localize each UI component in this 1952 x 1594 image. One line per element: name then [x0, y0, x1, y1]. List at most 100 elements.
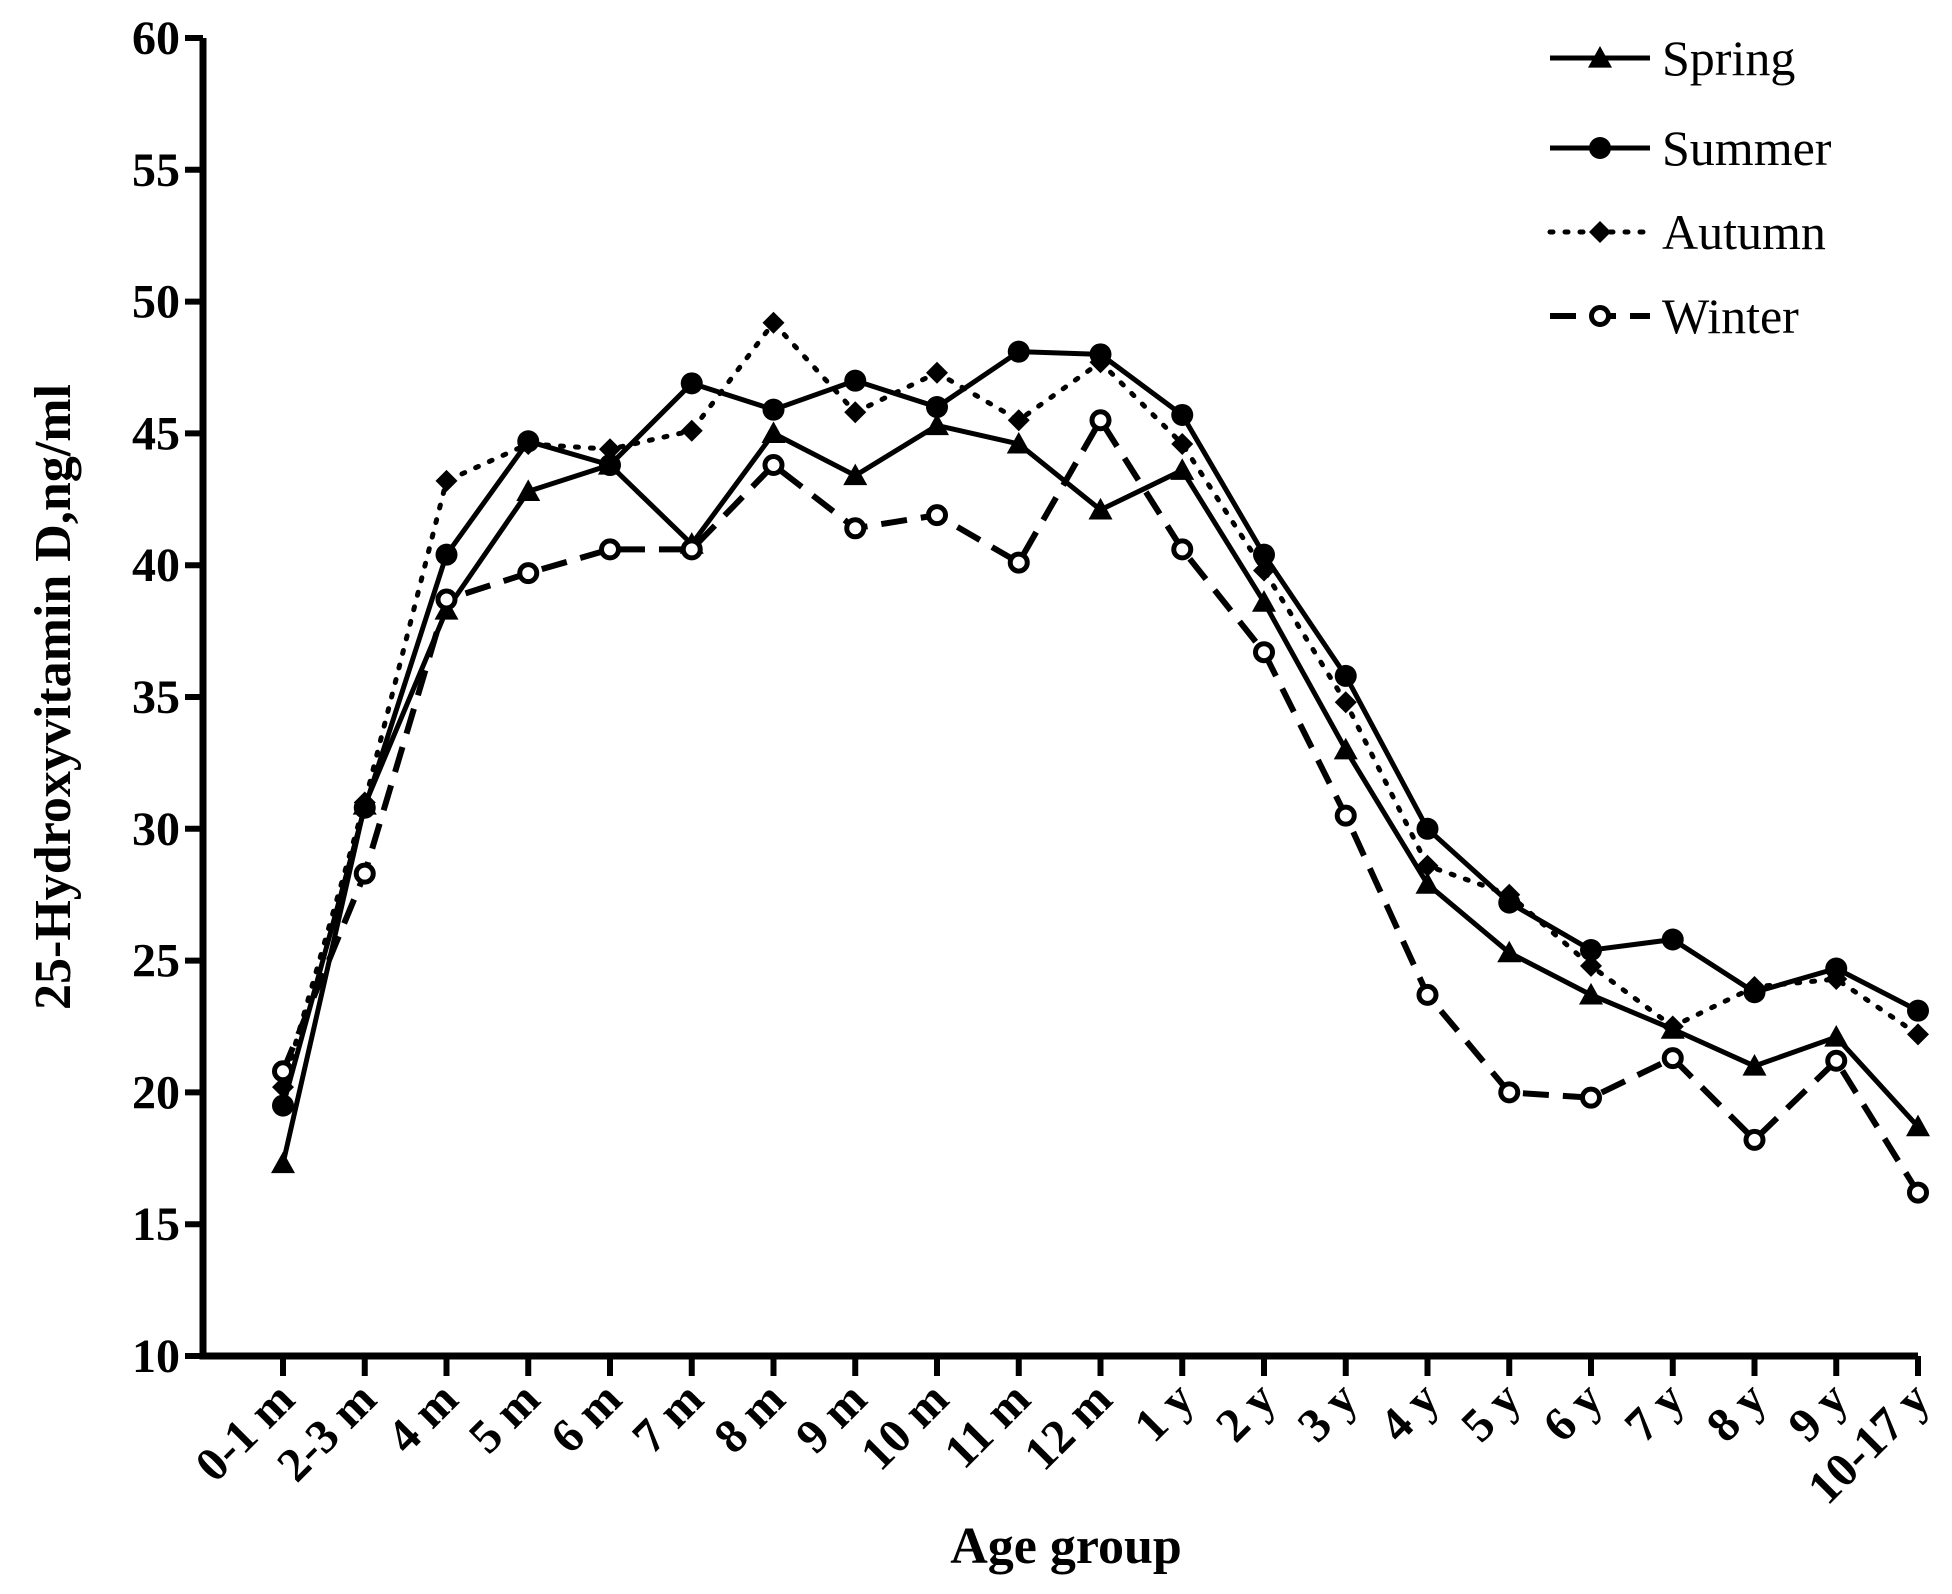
- data-point-summer: [435, 543, 458, 566]
- x-tick-label: 1 y: [1124, 1372, 1204, 1452]
- legend-item-summer: Summer: [1550, 120, 1832, 176]
- data-point-autumn: [1498, 883, 1521, 906]
- legend-item-spring: Spring: [1550, 30, 1795, 86]
- data-point-spring: [1742, 1054, 1767, 1076]
- x-tick-label: 3 y: [1288, 1372, 1368, 1452]
- data-point-spring: [1088, 497, 1113, 520]
- x-tick-label: 10 m: [851, 1372, 959, 1480]
- data-point-winter: [844, 517, 867, 540]
- y-tick-label: 20: [132, 1066, 180, 1119]
- data-point-autumn: [1171, 432, 1194, 455]
- data-point-autumn: [926, 361, 948, 384]
- series-summer: [272, 340, 1929, 1117]
- x-tick-label: 11 m: [934, 1372, 1040, 1478]
- y-tick-label: 35: [132, 671, 180, 724]
- legend-item-autumn: Autumn: [1547, 204, 1826, 260]
- series-layer: [271, 311, 1930, 1204]
- legend-label: Autumn: [1662, 204, 1826, 260]
- data-point-spring: [1415, 872, 1440, 894]
- y-tick-label: 60: [132, 12, 180, 65]
- data-point-winter: [435, 588, 458, 611]
- legend-swatch-marker: [1589, 305, 1611, 327]
- data-point-autumn: [1089, 351, 1112, 374]
- data-point-winter: [272, 1060, 294, 1083]
- y-tick-label: 25: [132, 935, 180, 988]
- data-point-autumn: [1825, 968, 1848, 991]
- data-point-spring: [1906, 1114, 1930, 1137]
- x-tick-label: 6 m: [541, 1372, 632, 1463]
- data-point-winter: [1907, 1181, 1929, 1204]
- data-point-autumn: [353, 791, 376, 814]
- x-tick-label: 8 y: [1696, 1372, 1776, 1452]
- data-point-winter: [926, 504, 948, 527]
- data-point-autumn: [1416, 854, 1439, 877]
- series-line-winter: [280, 417, 1921, 1195]
- legend-swatch-marker: [1589, 137, 1611, 159]
- series-line-summer: [280, 349, 1920, 1107]
- data-point-summer: [599, 454, 621, 477]
- data-point-spring: [516, 479, 541, 501]
- data-point-summer: [926, 396, 948, 419]
- data-point-autumn: [1253, 559, 1275, 582]
- data-point-winter: [517, 562, 540, 585]
- data-point-summer: [1907, 999, 1929, 1022]
- legend-swatch-marker: [1588, 46, 1612, 68]
- data-point-spring: [1579, 982, 1603, 1005]
- data-point-summer: [1007, 340, 1030, 363]
- data-point-summer: [1580, 939, 1602, 962]
- series-spring: [271, 413, 1930, 1174]
- data-point-spring: [1170, 458, 1195, 480]
- data-point-autumn: [1580, 954, 1602, 977]
- data-point-winter: [1498, 1081, 1521, 1104]
- y-tick-label: 40: [132, 539, 180, 592]
- data-point-summer: [272, 1094, 294, 1117]
- data-point-autumn: [435, 469, 458, 492]
- data-point-winter: [1416, 983, 1439, 1006]
- x-axis-title: Age group: [950, 1518, 1182, 1575]
- x-tick-label: 6 y: [1533, 1372, 1613, 1452]
- data-point-winter: [1171, 538, 1194, 561]
- y-ticks: 10 15 20 25 30 35 40 45 50 55 60: [132, 12, 203, 1383]
- data-point-autumn: [680, 419, 703, 442]
- data-point-spring: [925, 413, 949, 436]
- data-point-summer: [1661, 928, 1684, 951]
- series-winter: [272, 409, 1929, 1204]
- legend-label: Winter: [1662, 288, 1799, 344]
- data-point-spring: [271, 1151, 295, 1174]
- x-tick-label: 8 m: [704, 1372, 795, 1463]
- data-point-winter: [353, 862, 376, 885]
- data-point-winter: [762, 454, 785, 477]
- data-point-spring: [1006, 431, 1031, 454]
- legend-label: Spring: [1662, 30, 1795, 86]
- x-ticks: 0-1 m2-3 m4 m5 m6 m7 m8 m9 m10 m11 m12 m…: [185, 1356, 1940, 1514]
- data-point-winter: [1253, 641, 1275, 664]
- y-tick-label: 45: [132, 407, 180, 460]
- data-point-autumn: [1907, 1023, 1929, 1046]
- data-point-autumn: [844, 401, 867, 424]
- data-point-winter: [1661, 1047, 1684, 1070]
- data-point-spring: [1497, 940, 1522, 963]
- data-point-summer: [1171, 403, 1194, 426]
- data-point-autumn: [517, 432, 540, 455]
- axes: [199, 38, 1918, 1360]
- x-tick-label: 5 m: [459, 1372, 550, 1463]
- y-axis-title: 25-Hydroxyvitamin D,ng/ml: [25, 384, 82, 1010]
- data-point-autumn: [762, 311, 785, 334]
- y-tick-label: 55: [132, 144, 180, 197]
- data-point-summer: [1416, 817, 1439, 840]
- legend: Spring Summer Autumn Winter: [1547, 30, 1832, 344]
- y-tick-label: 30: [132, 803, 180, 856]
- data-point-summer: [1334, 664, 1357, 687]
- x-tick-label: 4 y: [1369, 1372, 1449, 1452]
- data-point-winter: [1580, 1086, 1602, 1109]
- data-point-autumn: [1007, 409, 1030, 432]
- y-tick-label: 10: [132, 1330, 180, 1383]
- x-tick-label: 12 m: [1014, 1372, 1122, 1480]
- data-point-spring: [1252, 590, 1276, 612]
- x-tick-label: 7 y: [1615, 1372, 1695, 1452]
- x-tick-label: 5 y: [1451, 1372, 1531, 1452]
- legend-item-winter: Winter: [1550, 288, 1799, 344]
- data-point-autumn: [272, 1076, 294, 1099]
- data-point-summer: [844, 369, 867, 392]
